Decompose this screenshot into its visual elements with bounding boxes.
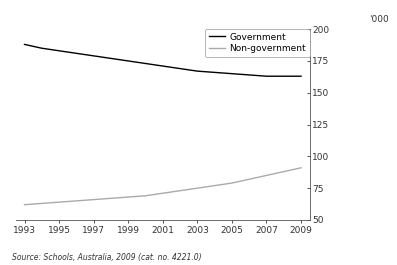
Non-government [126,196,131,199]
Non-government [281,170,286,173]
Government [264,75,269,78]
Government [178,67,183,70]
Non-government [178,189,183,192]
Government [299,75,303,78]
Government [57,49,62,52]
Text: '000: '000 [369,15,389,24]
Non-government [143,194,148,197]
Non-government [91,198,96,201]
Government [247,73,252,77]
Government [212,71,217,74]
Non-government [22,203,27,206]
Non-government [247,178,252,181]
Non-government [229,182,234,185]
Non-government [264,174,269,177]
Government [91,54,96,58]
Government [281,75,286,78]
Government [143,62,148,65]
Government [160,64,165,68]
Non-government [39,202,44,205]
Government [39,47,44,50]
Government [229,72,234,75]
Text: Source: Schools, Australia, 2009 (cat. no. 4221.0): Source: Schools, Australia, 2009 (cat. n… [12,253,202,262]
Non-government [74,199,79,202]
Government [22,43,27,46]
Non-government [57,201,62,204]
Legend: Government, Non-government: Government, Non-government [205,29,310,57]
Non-government [299,166,303,169]
Non-government [108,197,113,200]
Non-government [212,184,217,187]
Line: Non-government: Non-government [25,168,301,205]
Government [108,57,113,60]
Government [195,69,200,73]
Government [126,59,131,63]
Non-government [160,192,165,195]
Government [74,52,79,55]
Line: Government: Government [25,45,301,76]
Non-government [195,187,200,190]
